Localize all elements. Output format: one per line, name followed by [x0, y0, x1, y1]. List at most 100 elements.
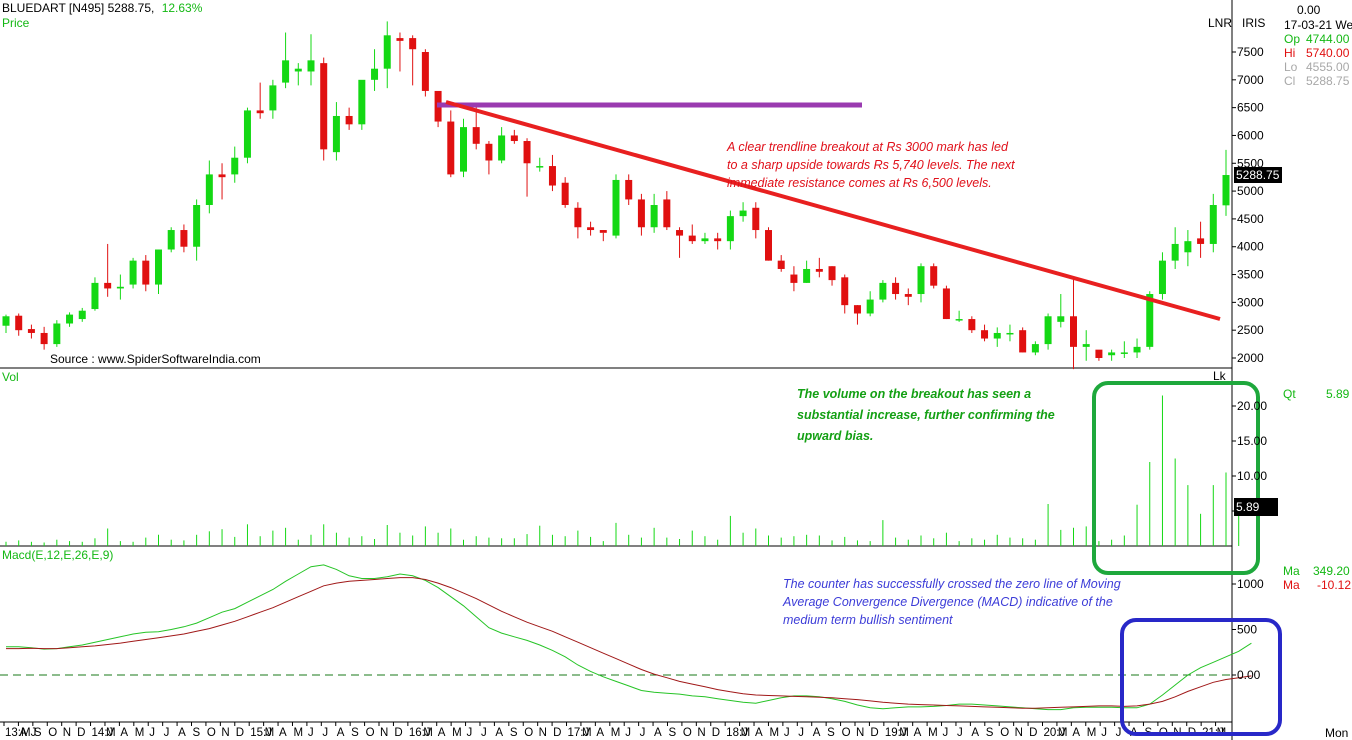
candle-body: [676, 230, 684, 236]
time-axis-label: 17:J: [568, 727, 590, 739]
time-axis-label: A: [279, 727, 287, 739]
candle-body: [523, 141, 531, 164]
time-axis-label: 15:J: [250, 727, 272, 739]
time-axis-label: J: [957, 727, 963, 739]
macd-annotation: The counter has successfully crossed the…: [783, 575, 1121, 629]
candle-body: [332, 115, 340, 153]
time-axis-label: N: [1015, 727, 1023, 739]
volume-unit: Lk: [1213, 369, 1226, 383]
candle-body: [993, 332, 1001, 339]
time-axis-label: A: [971, 727, 979, 739]
time-axis-label: 20:J: [1043, 727, 1065, 739]
time-axis-label: N: [221, 727, 229, 739]
qt-value: 5.89: [1326, 387, 1350, 401]
candlesticks: [2, 21, 1230, 370]
candle-body: [765, 230, 772, 261]
time-axis-label: S: [827, 727, 835, 739]
time-axis-label: N: [697, 727, 705, 739]
candle-body: [40, 332, 48, 345]
candle-body: [917, 266, 925, 295]
volume-bars: [5, 395, 1240, 546]
time-axis-label: M: [1087, 727, 1097, 739]
time-axis-label: A: [813, 727, 821, 739]
time-axis-label: S: [668, 727, 676, 739]
time-axis-label: M: [106, 727, 116, 739]
time-axis-label: A: [654, 727, 662, 739]
candle-body: [904, 294, 912, 297]
time-axis-label: D: [394, 727, 402, 739]
time-axis-label: O: [48, 727, 57, 739]
time-axis-label: O: [524, 727, 533, 739]
time-axis-label: N: [856, 727, 864, 739]
macd-axis-label: 500: [1237, 623, 1257, 637]
time-axis-label: 14:J: [92, 727, 114, 739]
candle-body: [320, 63, 328, 150]
time-axis-label: J: [481, 727, 487, 739]
candle-body: [777, 260, 785, 269]
time-axis-label: J: [149, 727, 155, 739]
candle-body: [726, 216, 734, 242]
candle-body: [536, 166, 544, 168]
volume-axis-label: 10.00: [1237, 469, 1267, 483]
time-axis-label: A: [120, 727, 128, 739]
time-axis-label: S: [986, 727, 994, 739]
time-axis-label: J: [308, 727, 314, 739]
candle-body: [129, 260, 137, 285]
candle-body: [612, 179, 620, 236]
time-axis-label: 19:J: [885, 727, 907, 739]
candle-body: [193, 205, 201, 247]
last-volume-marker: [1234, 498, 1278, 516]
iris-toggle[interactable]: IRIS: [1242, 16, 1266, 30]
time-axis-label: M: [135, 727, 145, 739]
time-axis-label: A: [1072, 727, 1080, 739]
time-axis-label: M: [1058, 727, 1068, 739]
candle-body: [1019, 330, 1027, 353]
time-axis-label: J: [164, 727, 170, 739]
y-axis-labels: 2000 2500 3000 3500 4000 4500 5000 5500 6000 6500…: [1237, 45, 1267, 682]
candle-body: [892, 282, 900, 295]
time-axis-label: D: [553, 727, 561, 739]
time-axis-label: D: [236, 727, 244, 739]
volume-annotation-line: upward bias.: [797, 429, 874, 443]
candle-body: [599, 230, 607, 233]
macd-ma2-value: -10.12: [1317, 578, 1352, 592]
candle-body: [1108, 352, 1116, 356]
price-axis-label: 2500: [1237, 323, 1264, 337]
candle-body: [1146, 294, 1154, 347]
time-axis-label: A: [337, 727, 345, 739]
candle-body: [1095, 349, 1103, 358]
price-axis-label: 6000: [1237, 128, 1264, 142]
price-axis-label: 7500: [1237, 45, 1264, 59]
candle-body: [2, 316, 10, 326]
macd-axis-label: 1000: [1237, 577, 1264, 591]
open-value: 4744.00: [1306, 32, 1350, 46]
volume-axis-label: 15.00: [1237, 434, 1267, 448]
candle-body: [409, 38, 417, 50]
price-label: Price: [2, 16, 30, 30]
time-axis-label: A: [596, 727, 604, 739]
time-axis-label: S: [34, 727, 42, 739]
candle-body: [1171, 243, 1179, 261]
lnr-toggle[interactable]: LNR: [1208, 16, 1233, 30]
candle-body: [307, 60, 315, 72]
candle-body: [828, 266, 836, 281]
open-label: Op: [1284, 32, 1301, 46]
candle-body: [155, 249, 162, 285]
candle-body: [688, 235, 696, 242]
candle-body: [345, 115, 353, 125]
candle-body: [180, 230, 188, 247]
candle-body: [587, 227, 595, 231]
candle-body: [447, 121, 455, 175]
volume-annotation: The volume on the breakout has seen a su…: [797, 384, 1055, 447]
time-axis-label: M: [741, 727, 751, 739]
time-axis-label: M: [582, 727, 592, 739]
candle-body: [1120, 352, 1128, 354]
time-axis-label: M: [452, 727, 462, 739]
time-axis-label: J: [640, 727, 646, 739]
macd-highlight-box: [1120, 618, 1282, 736]
time-axis-label: O: [1000, 727, 1009, 739]
candle-body: [625, 179, 633, 200]
time-axis-label: O: [366, 727, 375, 739]
candle-body: [1082, 344, 1090, 347]
price-axis-label: 6500: [1237, 101, 1264, 115]
